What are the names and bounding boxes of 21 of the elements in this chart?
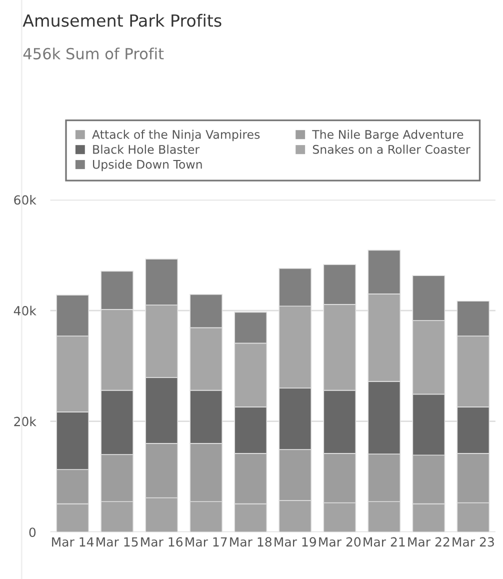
legend-label: Black Hole Blaster	[93, 144, 200, 154]
chart-title: Amusement Park Profits	[22, 14, 222, 27]
x-tick-label: Mar 19	[274, 537, 316, 547]
x-tick-label: Mar 21	[364, 537, 405, 547]
y-tick-label: 40k	[14, 306, 36, 316]
x-tick-label: Mar 17	[186, 537, 227, 547]
legend-label: The Nile Barge Adventure	[312, 130, 464, 142]
x-tick-label: Mar 15	[96, 537, 138, 547]
x-tick-label: Mar 14	[52, 537, 94, 547]
x-tick-label: Mar 16	[141, 537, 183, 547]
legend-label: Upside Down Town	[93, 160, 202, 172]
x-tick-label: Mar 18	[230, 537, 272, 547]
y-tick-label: 0	[29, 528, 36, 538]
legend-label: Attack of the Ninja Vampires	[92, 130, 260, 142]
x-tick-label: Mar 23	[452, 537, 494, 547]
y-tick-label: 20k	[14, 416, 36, 426]
chart-subtitle: 456k Sum of Profit	[23, 48, 164, 60]
x-tick-label: Mar 22	[408, 537, 450, 547]
legend-label: Snakes on a Roller Coaster	[312, 144, 470, 154]
x-tick-label: Mar 20	[319, 537, 361, 547]
y-tick-label: 60k	[14, 195, 36, 205]
